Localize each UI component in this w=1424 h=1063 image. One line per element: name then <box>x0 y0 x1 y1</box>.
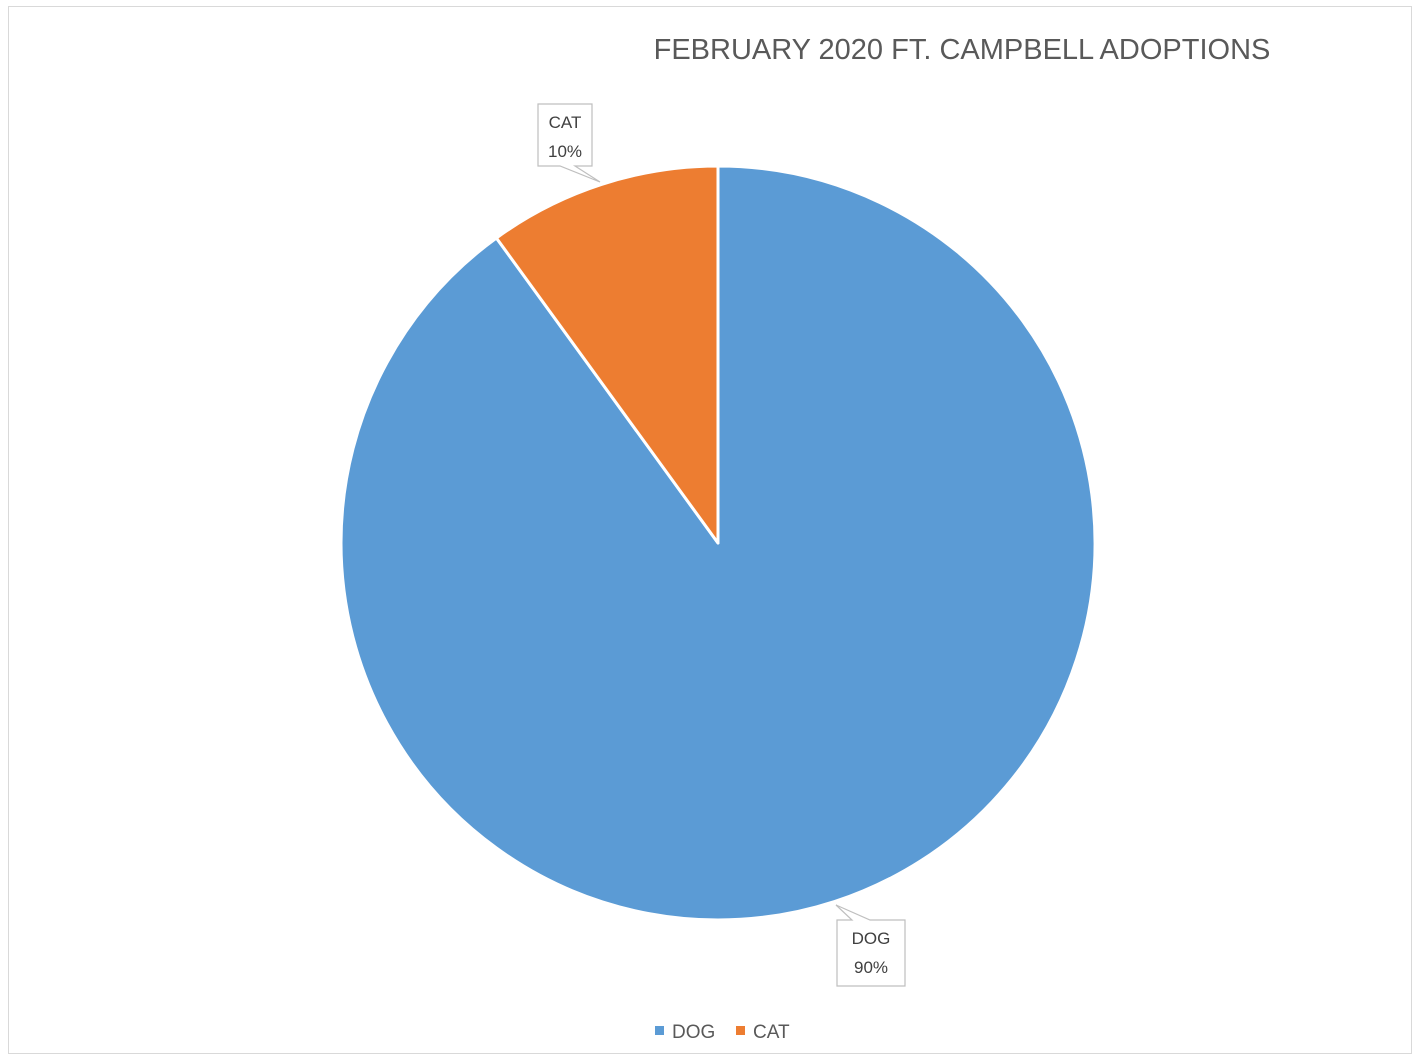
labels-layer: DOG 90% CAT 10% <box>537 103 906 987</box>
data-label-value-cat: 10% <box>548 142 582 161</box>
data-label-name-dog: DOG <box>852 929 891 948</box>
legend: DOG CAT <box>655 1022 790 1043</box>
legend-item-cat: CAT <box>736 1022 790 1043</box>
legend-item-dog: DOG <box>655 1022 715 1043</box>
data-label-cat: CAT 10% <box>537 103 601 183</box>
data-label-value-dog: 90% <box>854 958 888 977</box>
data-label-dog: DOG 90% <box>835 904 906 987</box>
data-label-box-dog <box>835 904 906 987</box>
chart-title: FEBRUARY 2020 FT. CAMPBELL ADOPTIONS <box>654 34 1271 66</box>
data-label-name-cat: CAT <box>549 113 582 132</box>
pie-slice-cat <box>494 164 720 545</box>
data-label-box-cat <box>537 103 601 183</box>
legend-swatch-cat <box>736 1026 745 1035</box>
legend-label-cat: CAT <box>753 1022 790 1043</box>
slices-layer <box>339 164 1097 922</box>
legend-label-dog: DOG <box>672 1022 715 1043</box>
legend-swatch-dog <box>655 1026 664 1035</box>
